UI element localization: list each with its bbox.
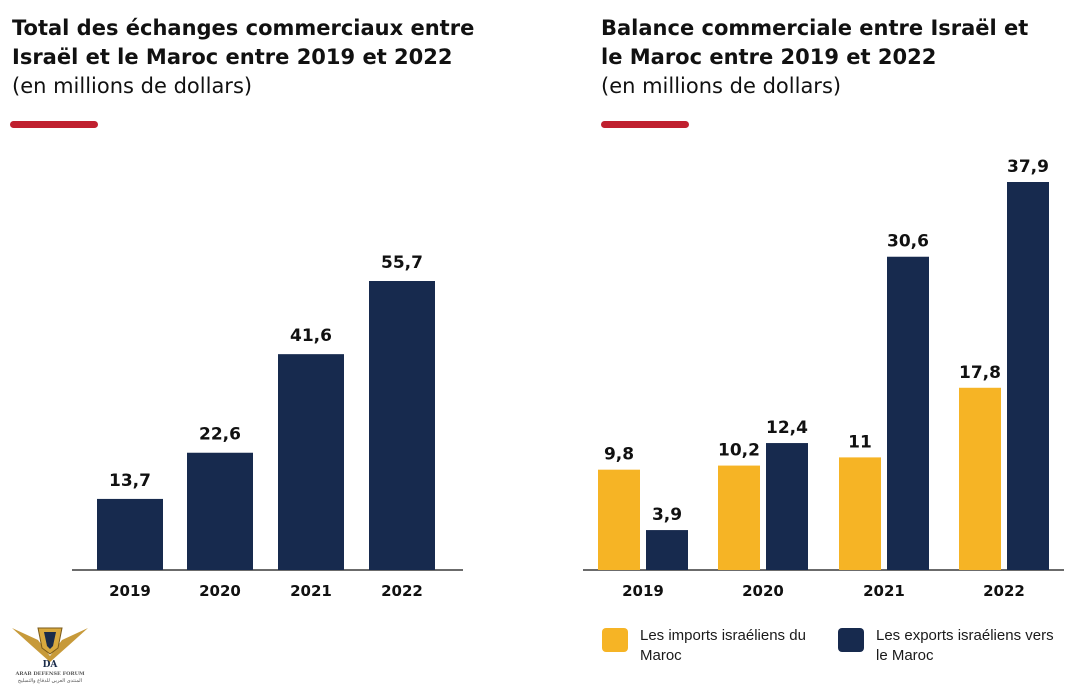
right-tick-label-2022: 2022 — [983, 582, 1025, 600]
right-data-label-imports-2022: 17,8 — [959, 363, 1001, 383]
left-bar-2022 — [369, 281, 435, 570]
right-data-label-exports-2022: 37,9 — [1007, 157, 1049, 177]
right-accent-bar — [601, 121, 689, 128]
right-data-label-exports-2021: 30,6 — [887, 232, 929, 252]
right-bar-exports-2022 — [1007, 182, 1049, 570]
left-bar-2021 — [278, 354, 344, 570]
right-data-label-imports-2020: 10,2 — [718, 441, 760, 461]
logo-name: ARAB DEFENSE FORUM — [15, 671, 85, 677]
right-title-line1: Balance commerciale entre Israël et — [601, 16, 1029, 40]
legend-label-exports: Les exports israéliens vers le Maroc — [876, 627, 1054, 664]
left-bar-2020 — [187, 452, 253, 570]
arab-defense-forum-logo: DA ARAB DEFENSE FORUM المنتدى العربي للد… — [8, 620, 92, 686]
left-tick-label-2019: 2019 — [109, 582, 151, 600]
left-chart-title: Total des échanges commerciaux entre Isr… — [12, 14, 532, 101]
left-accent-bar — [10, 121, 98, 128]
right-data-label-exports-2020: 12,4 — [766, 418, 808, 438]
left-data-label-2019: 13,7 — [109, 471, 151, 491]
right-subtitle: (en millions de dollars) — [601, 74, 842, 98]
right-bar-imports-2021 — [839, 457, 881, 570]
legend-swatch-exports — [838, 628, 864, 652]
logo-emblem-icon — [12, 627, 88, 662]
legend-swatch-imports — [602, 628, 628, 652]
right-tick-label-2021: 2021 — [863, 582, 905, 600]
legend-label-imports: Les imports israéliens du Maroc — [640, 627, 806, 664]
right-data-label-imports-2019: 9,8 — [604, 445, 634, 465]
logo-arabic: المنتدى العربي للدفاع والتسليح — [17, 678, 83, 684]
left-tick-label-2021: 2021 — [290, 582, 332, 600]
left-tick-label-2020: 2020 — [199, 582, 241, 600]
left-title-line1: Total des échanges commerciaux entre — [12, 16, 475, 40]
left-tick-label-2022: 2022 — [381, 582, 423, 600]
legend-item-exports: Les exports israéliens vers le Maroc — [838, 626, 1056, 666]
right-tick-label-2019: 2019 — [622, 582, 664, 600]
logo-mark: DA — [42, 660, 58, 670]
right-bar-exports-2019 — [646, 530, 688, 570]
right-tick-label-2020: 2020 — [742, 582, 784, 600]
left-subtitle: (en millions de dollars) — [12, 74, 253, 98]
right-bar-exports-2020 — [766, 443, 808, 570]
left-bar-2019 — [97, 498, 163, 570]
left-data-label-2020: 22,6 — [199, 425, 241, 445]
legend-item-imports: Les imports israéliens du Maroc — [602, 626, 820, 666]
left-title-line2: Israël et le Maroc entre 2019 et 2022 — [12, 45, 453, 69]
right-bar-exports-2021 — [887, 256, 929, 570]
right-data-label-exports-2019: 3,9 — [652, 505, 682, 525]
right-bar-imports-2019 — [598, 469, 640, 570]
right-bar-imports-2022 — [959, 387, 1001, 570]
right-data-label-imports-2021: 11 — [848, 432, 872, 452]
left-data-label-2022: 55,7 — [381, 253, 423, 273]
right-chart-title: Balance commerciale entre Israël et le M… — [601, 14, 1071, 101]
right-title-line2: le Maroc entre 2019 et 2022 — [601, 45, 937, 69]
left-data-label-2021: 41,6 — [290, 326, 332, 346]
right-bar-imports-2020 — [718, 465, 760, 570]
